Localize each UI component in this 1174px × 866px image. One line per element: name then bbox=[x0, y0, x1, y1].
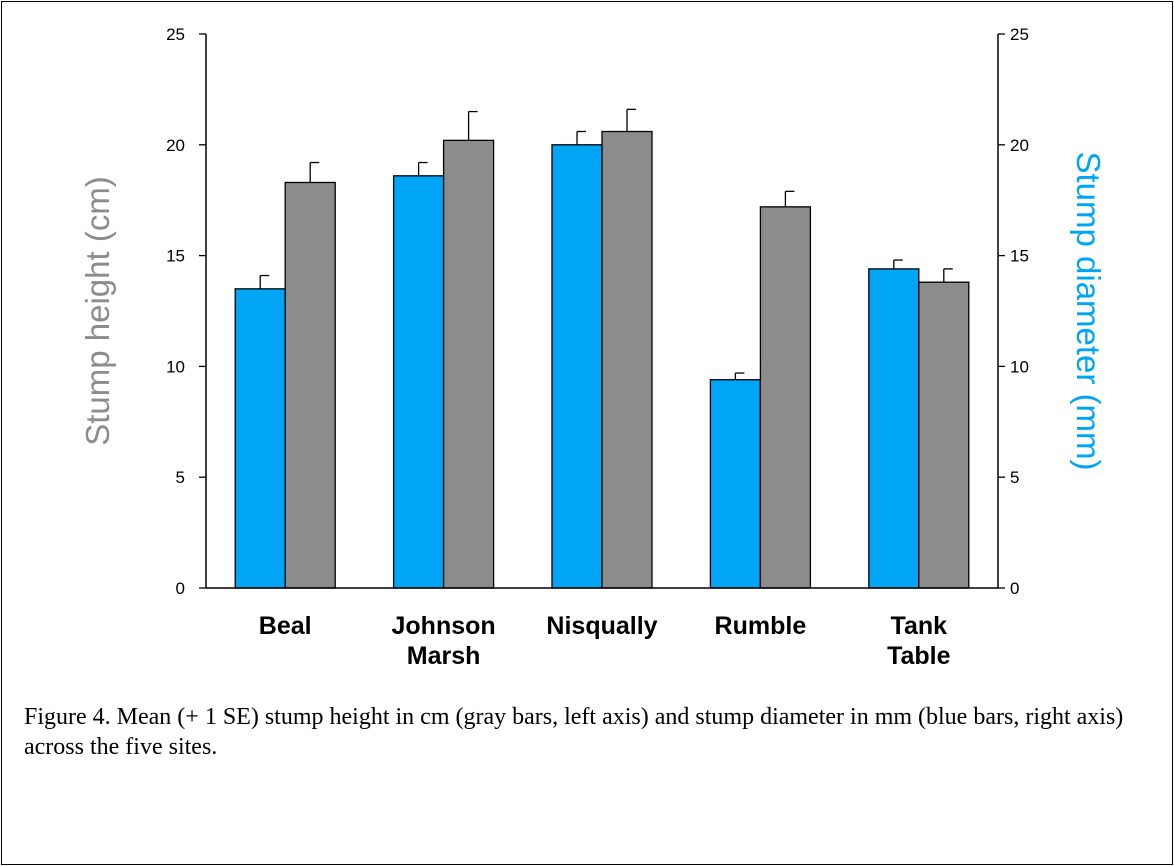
category-label: Nisqually bbox=[546, 612, 657, 640]
bar-blue bbox=[709, 379, 762, 589]
category-label: Tank bbox=[891, 612, 948, 640]
left-axis-tick-label: 25 bbox=[166, 25, 185, 44]
right-axis-title: Stump diameter (mm) bbox=[1070, 151, 1107, 470]
left-axis-title: Stump height (cm) bbox=[79, 176, 116, 446]
bar-blue bbox=[234, 288, 286, 589]
right-axis-tick-label: 20 bbox=[1010, 136, 1029, 155]
error-bars-layer bbox=[259, 108, 953, 380]
category-label: Beal bbox=[259, 612, 312, 640]
bar-gray bbox=[284, 181, 336, 589]
bar-blue bbox=[868, 268, 920, 589]
category-label: Johnson bbox=[392, 612, 496, 640]
right-axis-tick-label: 10 bbox=[1010, 357, 1029, 376]
right-axis-tick-label: 15 bbox=[1010, 247, 1029, 266]
left-axis-tick-label: 20 bbox=[166, 136, 185, 155]
bar-gray bbox=[759, 206, 812, 589]
left-axis-tick-label: 10 bbox=[166, 357, 185, 376]
right-axis-tick-label: 5 bbox=[1010, 468, 1019, 487]
figure-caption: Figure 4. Mean (+ 1 SE) stump height in … bbox=[24, 704, 1124, 760]
bar-gray bbox=[601, 130, 653, 589]
left-axis-tick-label: 5 bbox=[176, 468, 185, 487]
category-label: Marsh bbox=[407, 642, 481, 670]
right-axis-tick-label: 25 bbox=[1010, 25, 1029, 44]
category-label: Rumble bbox=[715, 612, 807, 640]
category-label: Table bbox=[887, 642, 951, 670]
bar-blue bbox=[551, 144, 603, 589]
bar-blue bbox=[392, 175, 445, 589]
bar-gray bbox=[918, 281, 970, 589]
left-axis-tick-label: 15 bbox=[166, 247, 185, 266]
left-axis-tick-label: 0 bbox=[176, 579, 185, 598]
axes-layer bbox=[199, 33, 1005, 589]
bars-layer bbox=[234, 130, 970, 589]
bar-gray bbox=[442, 139, 495, 589]
right-axis-tick-label: 0 bbox=[1010, 579, 1019, 598]
